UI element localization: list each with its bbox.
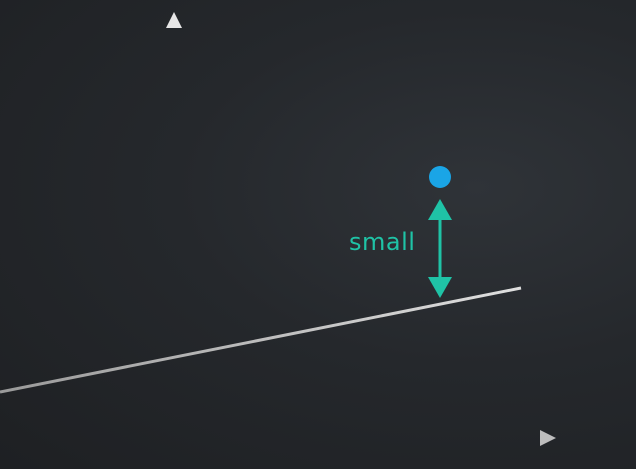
residual-label: small: [349, 228, 416, 256]
x-axis: [0, 430, 556, 446]
data-point: [429, 166, 451, 188]
y-axis-arrowhead: [166, 12, 182, 28]
y-axis: [166, 12, 182, 469]
residual-arrowhead-up: [428, 199, 452, 220]
residual-arrowhead-down: [428, 277, 452, 298]
residual-arrow: [428, 199, 452, 298]
x-axis-arrowhead: [540, 430, 556, 446]
regression-line: [0, 286, 522, 394]
